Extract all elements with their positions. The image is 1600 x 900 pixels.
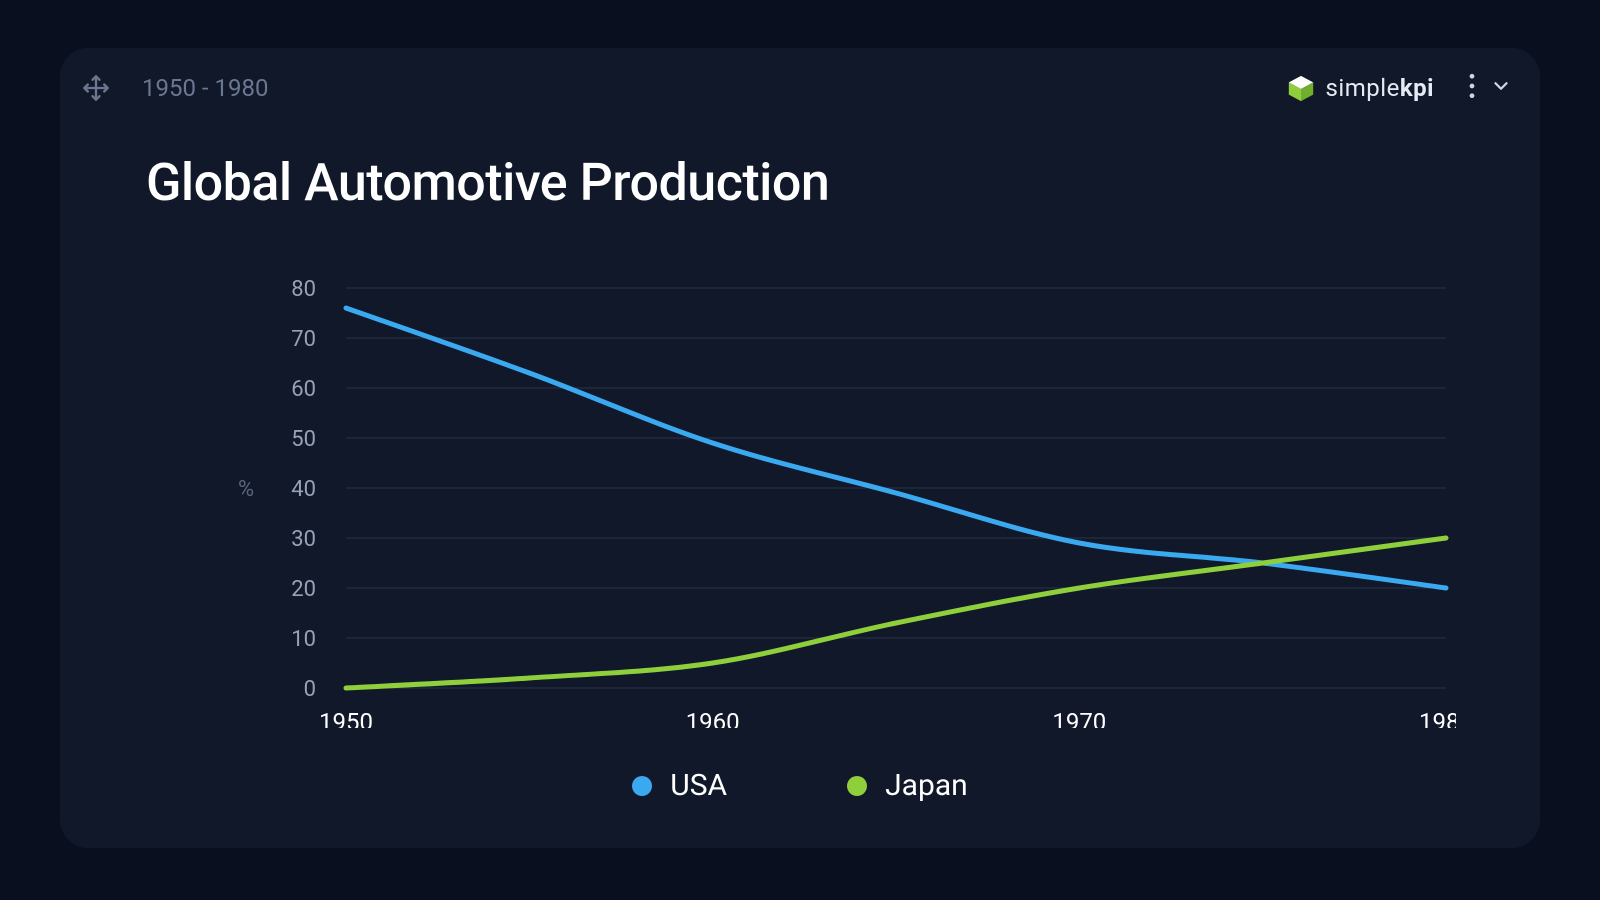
legend-dot-usa (632, 776, 652, 796)
svg-text:70: 70 (291, 327, 316, 352)
svg-text:60: 60 (291, 377, 316, 402)
svg-text:50: 50 (291, 427, 316, 452)
svg-text:10: 10 (291, 627, 316, 652)
svg-text:%: % (238, 477, 254, 502)
more-options-icon[interactable] (1468, 73, 1476, 103)
card-header: 1950 - 1980 simplekpi (60, 48, 1540, 128)
brand-logo: simplekpi (1286, 73, 1434, 103)
svg-text:1970: 1970 (1052, 708, 1106, 728)
line-chart-svg: 0 10 20 30 40 50 60 70 80% 1950 1960 1970 1980 (146, 268, 1456, 728)
legend-label-japan: Japan (885, 768, 968, 803)
date-range-label: 1950 - 1980 (142, 74, 268, 102)
chart-area: 0 10 20 30 40 50 60 70 80% 1950 1960 1970 1980 (146, 268, 1456, 728)
chart-card: 1950 - 1980 simplekpi Global Automotive … (60, 48, 1540, 848)
legend-item-usa: USA (632, 768, 727, 803)
brand-cube-icon (1286, 73, 1316, 103)
svg-text:0: 0 (304, 677, 316, 702)
brand-text: simplekpi (1326, 74, 1434, 102)
svg-text:20: 20 (291, 577, 316, 602)
chart-title: Global Automotive Production (146, 152, 829, 213)
move-icon[interactable] (82, 74, 110, 102)
series-line-japan (346, 538, 1446, 688)
svg-text:1960: 1960 (686, 708, 740, 728)
legend-dot-japan (847, 776, 867, 796)
chevron-down-icon[interactable] (1490, 75, 1512, 101)
series-line-usa (346, 308, 1446, 588)
legend-label-usa: USA (670, 768, 727, 803)
legend-item-japan: Japan (847, 768, 968, 803)
svg-text:1980: 1980 (1419, 708, 1456, 728)
svg-text:1950: 1950 (319, 708, 373, 728)
svg-text:80: 80 (291, 277, 316, 302)
svg-text:30: 30 (291, 527, 316, 552)
chart-legend: USA Japan (60, 768, 1540, 803)
svg-text:40: 40 (291, 477, 316, 502)
